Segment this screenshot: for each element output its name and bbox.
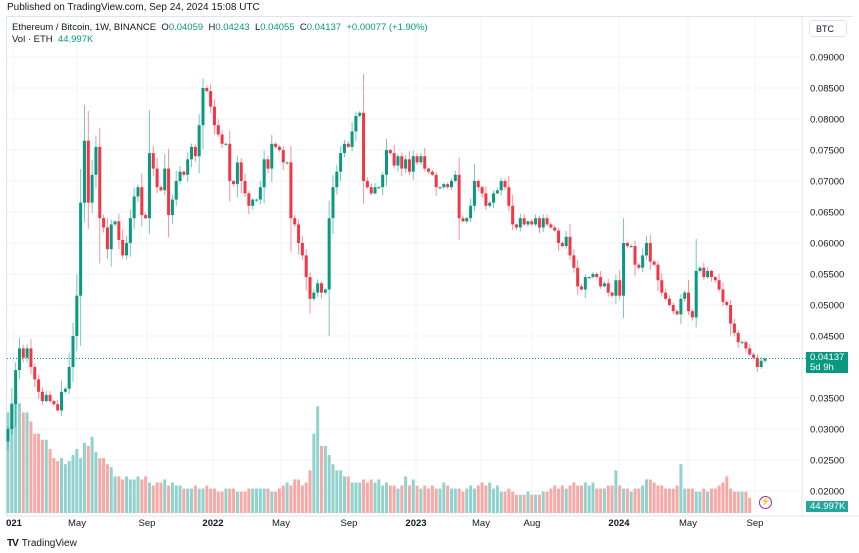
change-value: +0.00077 (+1.90%) bbox=[346, 22, 428, 33]
close-value: 0.04137 bbox=[306, 22, 342, 33]
low-value: 0.04055 bbox=[260, 22, 295, 33]
svg-text:May: May bbox=[472, 518, 490, 529]
chart-frame bbox=[6, 16, 853, 517]
close-label: C bbox=[299, 22, 307, 33]
ohlc-row: Ethereum / Bitcoin, 1W, BINANCE O0.04059… bbox=[12, 22, 428, 34]
volume-tag: 44.997K bbox=[806, 501, 848, 512]
tradingview-mark-icon: TV bbox=[7, 538, 19, 549]
last-price-tag: 0.04137 5d 9h bbox=[806, 352, 848, 373]
currency-button[interactable]: BTC bbox=[809, 20, 847, 37]
svg-text:0.06000: 0.06000 bbox=[810, 239, 844, 250]
svg-text:0.09000: 0.09000 bbox=[810, 53, 844, 64]
high-value: 0.04243 bbox=[215, 22, 250, 33]
bar-countdown: 5d 9h bbox=[810, 362, 834, 373]
svg-text:May: May bbox=[679, 518, 697, 529]
svg-text:Sep: Sep bbox=[341, 518, 358, 529]
volume-value: 44.997K bbox=[57, 34, 94, 45]
svg-text:Aug: Aug bbox=[524, 518, 541, 529]
svg-text:0.05000: 0.05000 bbox=[810, 301, 844, 312]
svg-text:Sep: Sep bbox=[139, 518, 156, 529]
open-label: O bbox=[161, 22, 169, 33]
svg-text:May: May bbox=[272, 518, 290, 529]
svg-text:0.05500: 0.05500 bbox=[810, 270, 844, 281]
chart-legend: Ethereum / Bitcoin, 1W, BINANCE O0.04059… bbox=[12, 22, 428, 46]
symbol-title[interactable]: Ethereum / Bitcoin, 1W, BINANCE bbox=[12, 22, 157, 33]
last-price: 0.04137 bbox=[810, 352, 845, 363]
high-label: H bbox=[208, 22, 216, 33]
svg-text:Sep: Sep bbox=[747, 518, 764, 529]
svg-text:0.07500: 0.07500 bbox=[810, 146, 844, 157]
low-label: L bbox=[254, 22, 261, 33]
open-value: 0.04059 bbox=[168, 22, 204, 33]
svg-text:2022: 2022 bbox=[202, 518, 223, 529]
svg-text:0.02500: 0.02500 bbox=[810, 456, 844, 467]
svg-text:0.02000: 0.02000 bbox=[810, 487, 844, 498]
svg-text:2023: 2023 bbox=[405, 518, 426, 529]
svg-text:May: May bbox=[68, 518, 86, 529]
tradingview-brand: TradingView bbox=[21, 538, 77, 549]
svg-text:0.08500: 0.08500 bbox=[810, 84, 844, 95]
svg-text:0.03500: 0.03500 bbox=[810, 394, 844, 405]
tradingview-logo[interactable]: TV TradingView bbox=[7, 538, 77, 549]
svg-text:021: 021 bbox=[6, 518, 23, 529]
svg-text:0.04500: 0.04500 bbox=[810, 332, 844, 343]
svg-text:0.08000: 0.08000 bbox=[810, 115, 844, 126]
svg-text:0.07000: 0.07000 bbox=[810, 177, 844, 188]
volume-row: Vol · ETH 44.997K bbox=[12, 34, 428, 46]
published-caption: Published on TradingView.com, Sep 24, 20… bbox=[7, 2, 260, 13]
volume-label[interactable]: Vol · ETH bbox=[12, 34, 53, 45]
svg-text:2024: 2024 bbox=[608, 518, 630, 529]
svg-text:0.06500: 0.06500 bbox=[810, 208, 844, 219]
lightning-icon[interactable]: ⚡ bbox=[759, 496, 772, 509]
svg-text:0.03000: 0.03000 bbox=[810, 425, 844, 436]
